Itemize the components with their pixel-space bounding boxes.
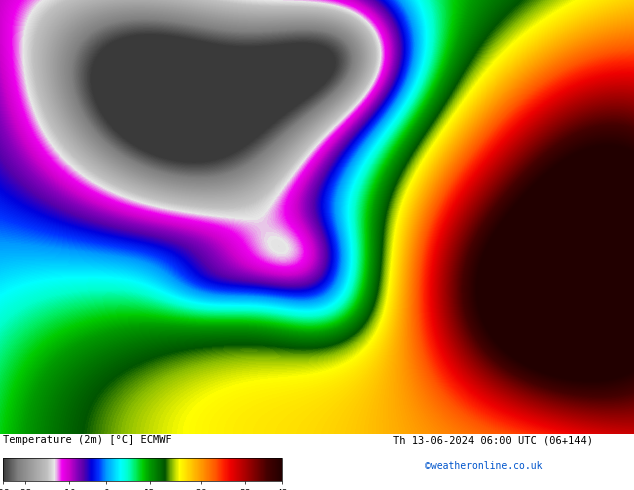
Text: ©weatheronline.co.uk: ©weatheronline.co.uk: [425, 461, 542, 471]
Text: Temperature (2m) [°C] ECMWF: Temperature (2m) [°C] ECMWF: [3, 435, 172, 445]
Text: Th 13-06-2024 06:00 UTC (06+144): Th 13-06-2024 06:00 UTC (06+144): [393, 435, 593, 445]
